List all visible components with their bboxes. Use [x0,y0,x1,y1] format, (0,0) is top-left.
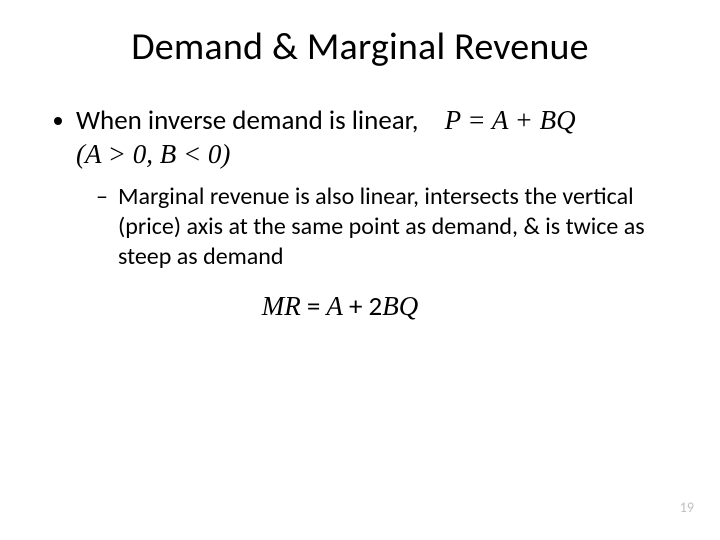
bullet1-text: When inverse demand is linear, P = A + B… [76,104,672,172]
mr-plus-two: + 2 [343,290,382,323]
mr-bq: BQ [382,291,418,321]
bullet-level-2: – Marginal revenue is also linear, inter… [96,182,664,272]
page-number: 19 [680,499,694,516]
bullet-level-1: When inverse demand is linear, P = A + B… [54,104,672,172]
parameter-condition: (A > 0, B < 0) [76,138,672,172]
bullet-dot-icon [54,117,62,125]
inverse-demand-equation: P = A + BQ [445,105,576,135]
bullet2-text: Marginal revenue is also linear, interse… [118,182,664,272]
mr-equals: = [301,290,327,323]
slide: Demand & Marginal Revenue When inverse d… [0,0,720,540]
marginal-revenue-equation: MR = A + 2BQ [8,290,672,323]
bullet1-lead: When inverse demand is linear, [76,104,419,137]
slide-title: Demand & Marginal Revenue [48,24,672,70]
mr-a: A [326,291,343,321]
bullet-dash-icon: – [96,182,108,212]
mr-lhs: MR [262,291,301,321]
